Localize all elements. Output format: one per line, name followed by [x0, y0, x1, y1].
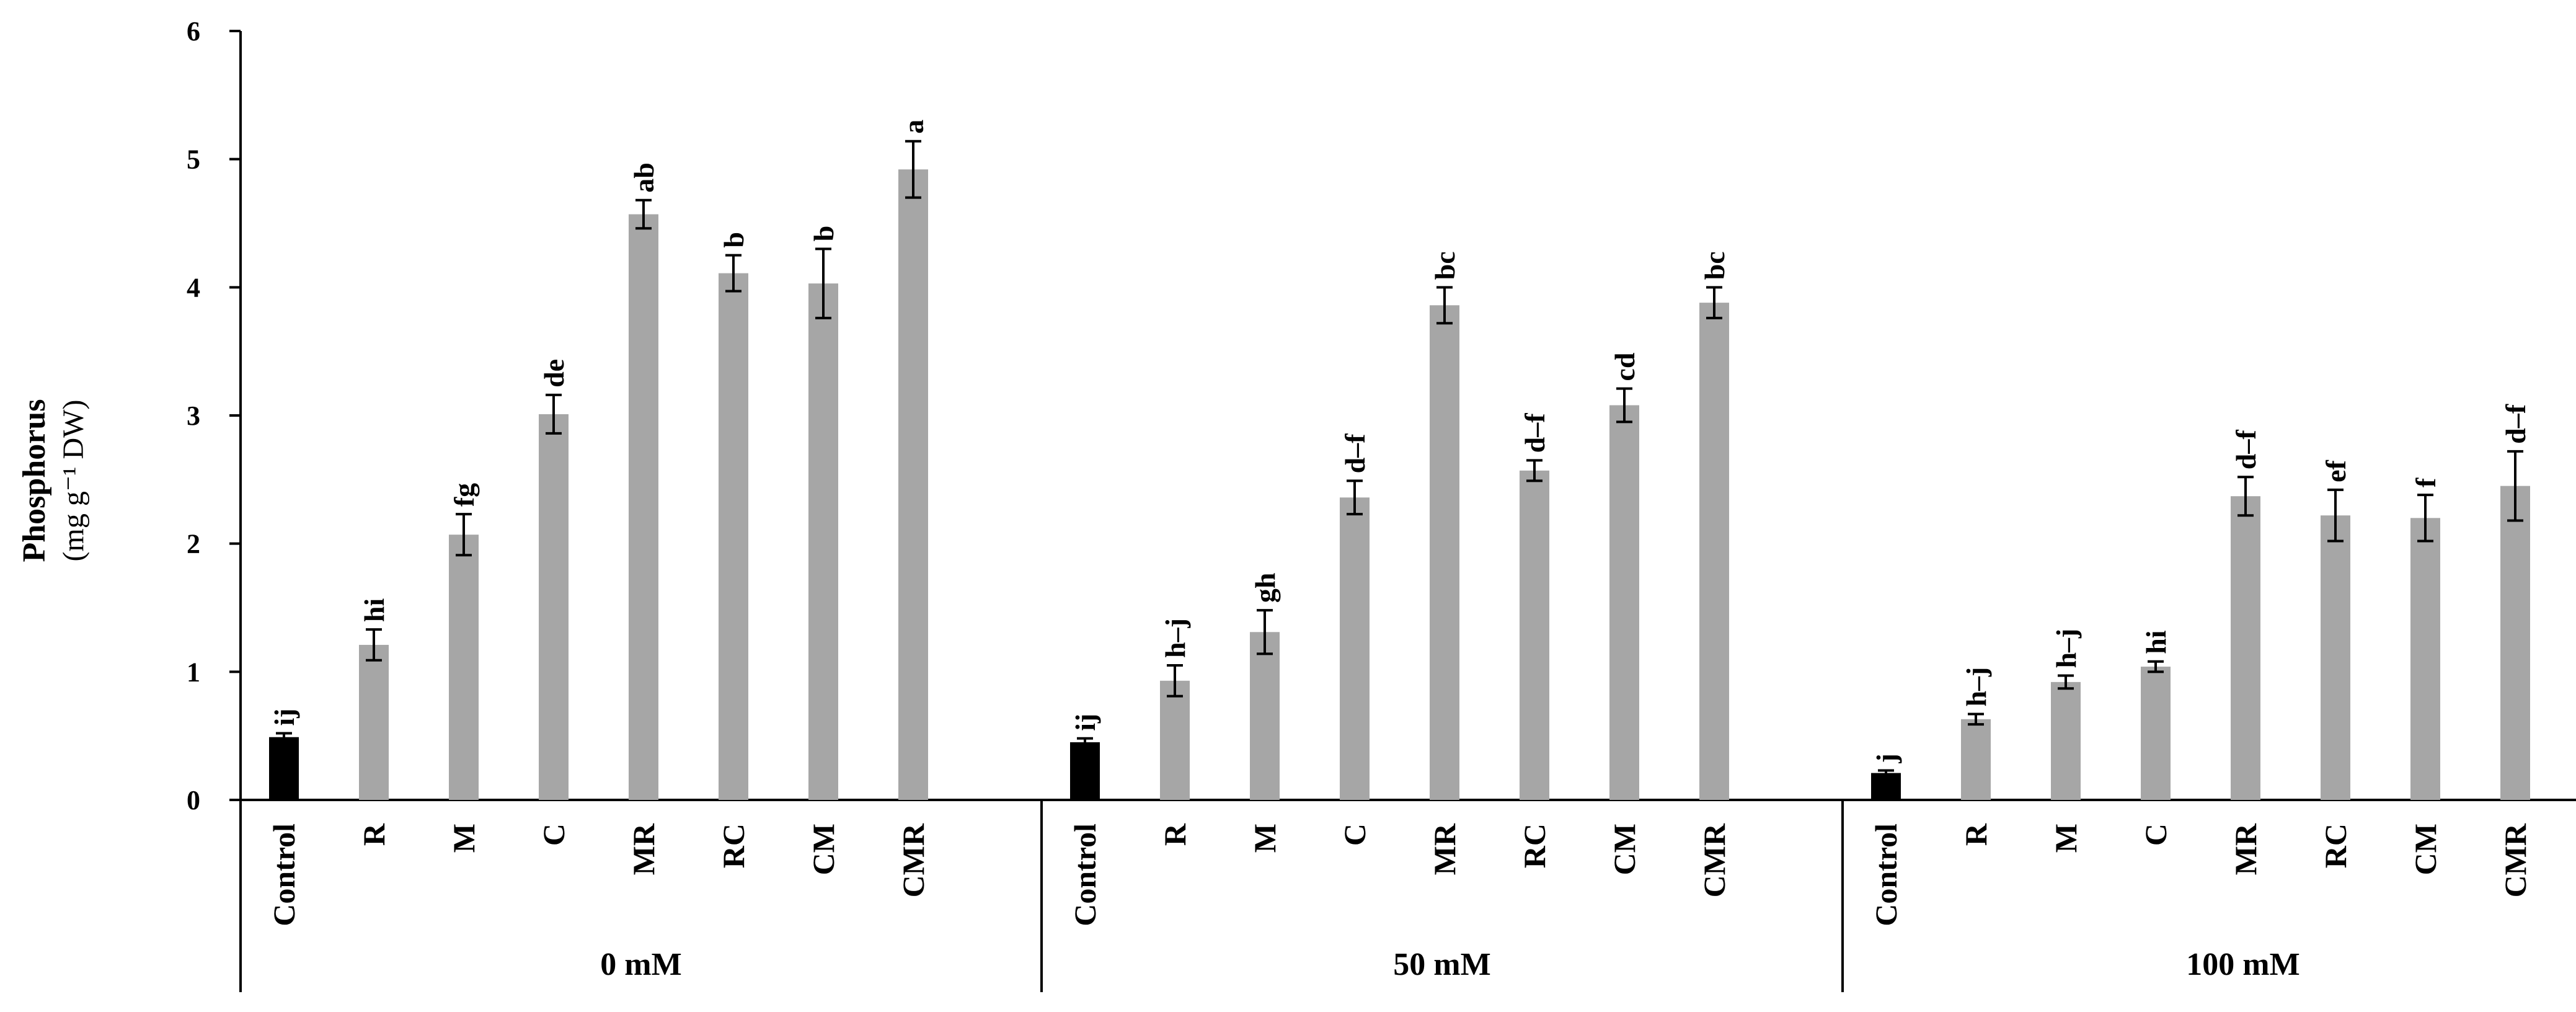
- category-label: C: [1337, 823, 1372, 846]
- group-label: 0 mM: [600, 947, 681, 982]
- category-label: MR: [626, 823, 661, 875]
- bar: [2141, 667, 2171, 800]
- significance-letter: h–j: [1960, 667, 1992, 707]
- significance-letter: ef: [2320, 459, 2352, 482]
- bar: [808, 283, 838, 801]
- y-tick-label: 3: [187, 401, 200, 431]
- category-label: CM: [806, 823, 841, 875]
- significance-letter: bc: [1699, 251, 1730, 280]
- significance-letter: fg: [448, 483, 480, 507]
- bar: [1160, 680, 1190, 800]
- significance-letter: j: [1870, 753, 1902, 763]
- significance-letter: gh: [1249, 573, 1281, 603]
- bar: [449, 535, 479, 800]
- category-label: MR: [2228, 823, 2263, 875]
- category-label: M: [2048, 823, 2083, 853]
- category-label: MR: [1427, 823, 1462, 875]
- bar: [1340, 497, 1370, 800]
- bar: [629, 214, 658, 800]
- bar: [1520, 470, 1549, 800]
- bar: [1609, 405, 1639, 800]
- y-tick-label: 0: [187, 785, 200, 815]
- significance-letter: h–j: [2050, 629, 2082, 668]
- significance-letter: h–j: [1159, 618, 1191, 658]
- y-tick-label: 4: [187, 272, 200, 303]
- category-label: C: [2138, 823, 2173, 846]
- significance-letter: d–f: [1339, 433, 1371, 474]
- bar: [719, 273, 748, 801]
- bar: [1430, 305, 1459, 800]
- category-label: CM: [1607, 823, 1642, 875]
- bar: [539, 414, 569, 800]
- category-label: RC: [1517, 823, 1552, 868]
- group-label: 100 mM: [2186, 947, 2299, 982]
- significance-letter: a: [898, 120, 929, 134]
- bar: [359, 644, 389, 800]
- category-label: CMR: [896, 823, 931, 897]
- bar: [1871, 773, 1901, 800]
- bar: [1070, 742, 1100, 800]
- bar: [1250, 632, 1280, 800]
- bar: [2321, 515, 2350, 800]
- category-label: CMR: [1697, 823, 1732, 897]
- bar: [1961, 719, 1991, 800]
- category-label: RC: [2318, 823, 2353, 868]
- y-tick-label: 2: [187, 529, 200, 559]
- group-label: 50 mM: [1393, 947, 1490, 982]
- category-label: RC: [716, 823, 751, 868]
- category-label: R: [356, 823, 391, 846]
- significance-letter: de: [538, 359, 570, 388]
- significance-letter: b: [808, 226, 839, 242]
- y-tick-label: 6: [187, 16, 200, 47]
- y-axis-title: Phosphorus (mg g⁻¹ DW): [17, 399, 90, 562]
- y-axis-label: Phosphorus: [17, 399, 52, 562]
- category-label: Control: [1068, 823, 1102, 926]
- significance-letter: b: [718, 232, 750, 248]
- significance-letter: hi: [358, 598, 390, 623]
- category-label: R: [1959, 823, 1993, 846]
- significance-letter: d–f: [2500, 404, 2531, 444]
- bar: [898, 169, 928, 800]
- category-label: Control: [1869, 823, 1903, 926]
- category-label: M: [446, 823, 481, 853]
- bar: [269, 737, 299, 800]
- significance-letter: ab: [628, 162, 660, 193]
- significance-letter: f: [2410, 477, 2441, 487]
- significance-letter: cd: [1609, 352, 1640, 381]
- significance-letter: bc: [1429, 251, 1461, 280]
- significance-letter: d–f: [2230, 430, 2262, 470]
- y-axis-unit: (mg g⁻¹ DW): [57, 400, 90, 562]
- category-label: CM: [2408, 823, 2443, 875]
- category-label: Control: [267, 823, 301, 926]
- y-tick-label: 1: [187, 657, 200, 687]
- significance-letter: ij: [1069, 714, 1101, 731]
- bar: [2051, 681, 2081, 800]
- category-label: C: [536, 823, 571, 846]
- category-label: R: [1157, 823, 1192, 846]
- category-label: M: [1247, 823, 1282, 853]
- significance-letter: hi: [2140, 630, 2172, 654]
- category-label: CMR: [2498, 823, 2533, 897]
- bar: [2231, 496, 2260, 800]
- y-tick-label: 5: [187, 144, 200, 175]
- significance-letter: d–f: [1519, 413, 1551, 453]
- bar: [2410, 518, 2440, 800]
- bar: [2500, 486, 2530, 800]
- significance-letter: ij: [268, 708, 300, 726]
- bar: [1699, 303, 1729, 801]
